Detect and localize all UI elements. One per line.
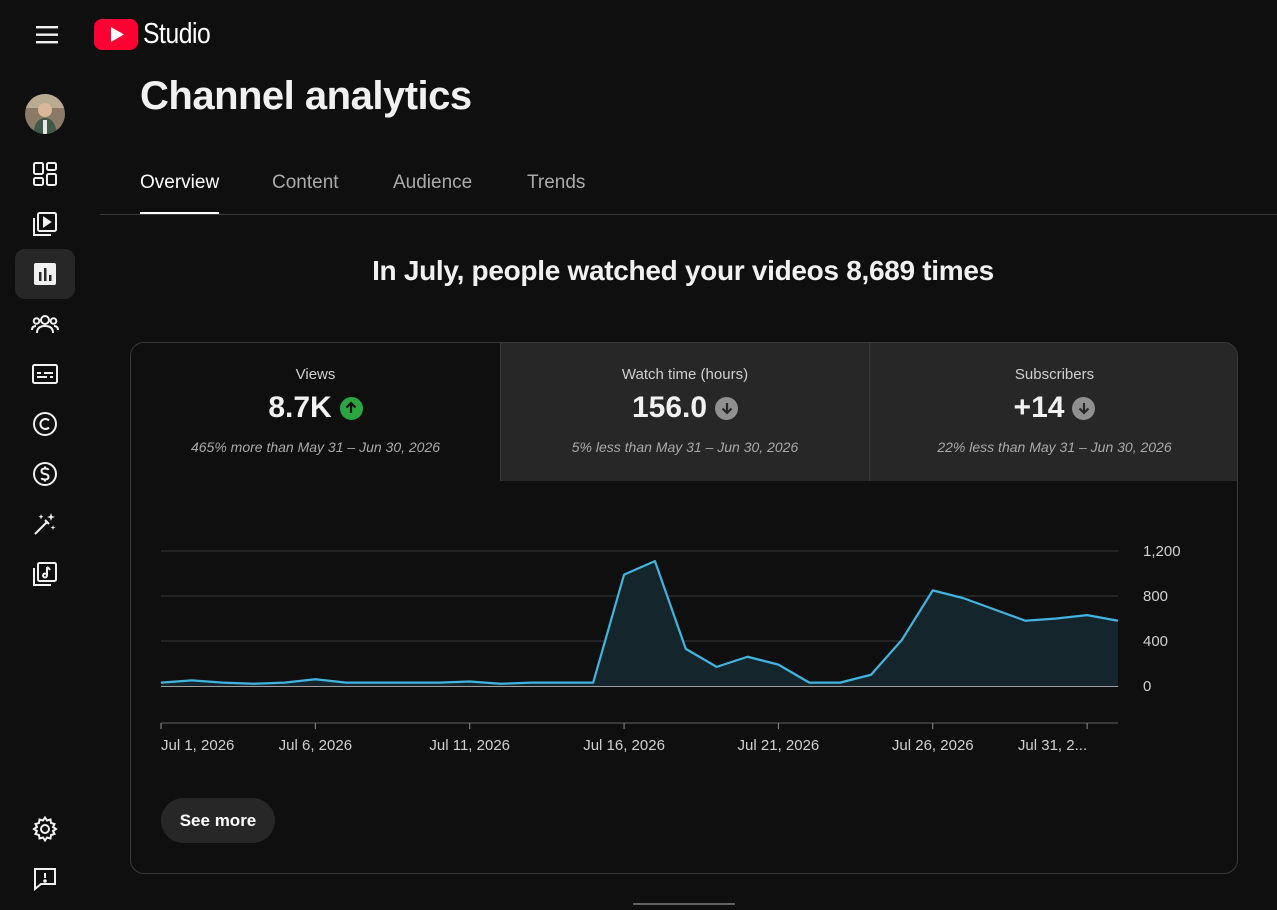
x-tick-label: Jul 1, 2026 xyxy=(161,737,234,754)
customization-icon xyxy=(34,513,56,535)
x-tick-label: Jul 21, 2026 xyxy=(738,737,820,754)
metric-value: 8.7K xyxy=(268,391,332,424)
feedback-icon xyxy=(34,868,56,892)
summary-headline: In July, people watched your videos 8,68… xyxy=(372,255,994,286)
series-area xyxy=(161,561,1118,686)
sidebar-item-copyright[interactable] xyxy=(15,399,75,449)
hamburger-icon xyxy=(36,26,58,44)
tab-trends[interactable]: Trends xyxy=(527,172,586,193)
logo-text: Studio xyxy=(143,17,211,50)
avatar-image xyxy=(25,94,65,134)
arrow-down-icon xyxy=(1072,396,1096,420)
x-tick-label: Jul 11, 2026 xyxy=(429,737,510,754)
page-title: Channel analytics xyxy=(140,74,472,118)
metric-subscribers[interactable]: Subscribers +14 22% less than May 31 – J… xyxy=(869,343,1237,481)
menu-button[interactable] xyxy=(22,20,70,50)
y-tick-label: 400 xyxy=(1143,633,1168,650)
copyright-icon xyxy=(33,412,57,436)
sidebar-item-customization[interactable] xyxy=(15,499,75,549)
studio-logo[interactable]: Studio xyxy=(94,16,222,52)
community-icon xyxy=(31,315,59,334)
x-tick-label: Jul 31, 2... xyxy=(1018,737,1087,754)
tab-bar: Overview Content Audience Trends xyxy=(100,160,1277,215)
metric-value: +14 xyxy=(1013,391,1065,424)
sidebar-item-subtitles[interactable] xyxy=(15,349,75,399)
y-tick-label: 0 xyxy=(1143,678,1151,695)
content-icon xyxy=(33,212,57,236)
y-tick-label: 1,200 xyxy=(1143,543,1181,560)
arrow-down-icon xyxy=(715,396,739,420)
metric-label: Watch time (hours) xyxy=(621,366,749,383)
x-tick-label: Jul 16, 2026 xyxy=(583,737,665,754)
sidebar-item-feedback[interactable] xyxy=(15,854,75,904)
sidebar-item-analytics[interactable] xyxy=(15,249,75,299)
metric-comparison: 22% less than May 31 – Jun 30, 2026 xyxy=(937,439,1172,455)
metric-label: Views xyxy=(295,366,336,383)
tab-audience[interactable]: Audience xyxy=(393,172,473,193)
sidebar-item-community[interactable] xyxy=(15,299,75,349)
sidebar-item-content[interactable] xyxy=(15,199,75,249)
analytics-icon xyxy=(34,263,56,285)
sidebar-item-settings[interactable] xyxy=(15,804,75,854)
sidebar-item-dashboard[interactable] xyxy=(15,149,75,199)
metric-views[interactable]: Views 8.7K 465% more than May 31 – Jun 3… xyxy=(131,343,500,481)
channel-avatar[interactable] xyxy=(25,94,65,134)
youtube-logo-icon xyxy=(94,18,138,50)
sidebar-item-earn[interactable] xyxy=(15,449,75,499)
audio-library-icon xyxy=(33,562,57,586)
y-tick-label: 800 xyxy=(1143,588,1168,605)
settings-icon xyxy=(32,815,58,843)
metric-value: 156.0 xyxy=(631,391,708,424)
x-tick-label: Jul 6, 2026 xyxy=(279,737,352,754)
tab-content[interactable]: Content xyxy=(272,172,339,193)
analytics-card: Views 8.7K 465% more than May 31 – Jun 3… xyxy=(130,342,1238,874)
earn-icon xyxy=(33,462,57,486)
metric-watch-time[interactable]: Watch time (hours) 156.0 5% less than Ma… xyxy=(500,343,869,481)
metric-comparison: 5% less than May 31 – Jun 30, 2026 xyxy=(571,439,799,455)
arrow-up-icon xyxy=(339,396,363,420)
dashboard-icon xyxy=(33,162,57,186)
scroll-indicator xyxy=(633,903,735,905)
metric-label: Subscribers xyxy=(1014,366,1095,383)
x-tick-label: Jul 26, 2026 xyxy=(892,737,974,754)
tab-overview[interactable]: Overview xyxy=(140,172,220,214)
sidebar-item-audio-library[interactable] xyxy=(15,549,75,599)
series-line xyxy=(160,560,1119,685)
views-chart: 1,200 800 400 0 Jul 1, 2026 Jul 6, 2026 Jul 11… xyxy=(131,481,1237,781)
see-more-button[interactable]: See more xyxy=(161,798,275,843)
metric-comparison: 465% more than May 31 – Jun 30, 2026 xyxy=(190,439,441,455)
chart-svg: 1,200 800 400 0 Jul 1, 2026 Jul 6, 2026 Jul 11… xyxy=(160,543,1181,754)
subtitles-icon xyxy=(32,364,58,384)
